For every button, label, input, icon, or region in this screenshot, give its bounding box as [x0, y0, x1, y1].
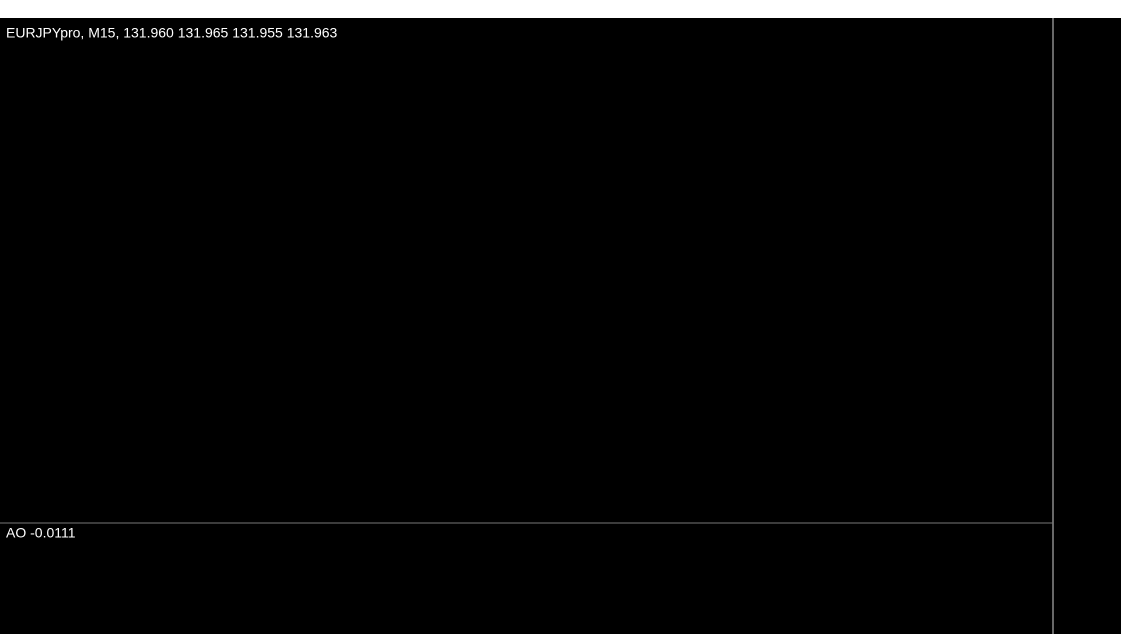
labels-layer: EURJPYpro, M15, 131.960 131.965 131.955 … — [6, 25, 338, 541]
indicator-title: AO -0.0111 — [6, 525, 76, 541]
chart-title: EURJPYpro, M15, 131.960 131.965 131.955 … — [6, 25, 338, 41]
top-strip — [0, 0, 1121, 18]
